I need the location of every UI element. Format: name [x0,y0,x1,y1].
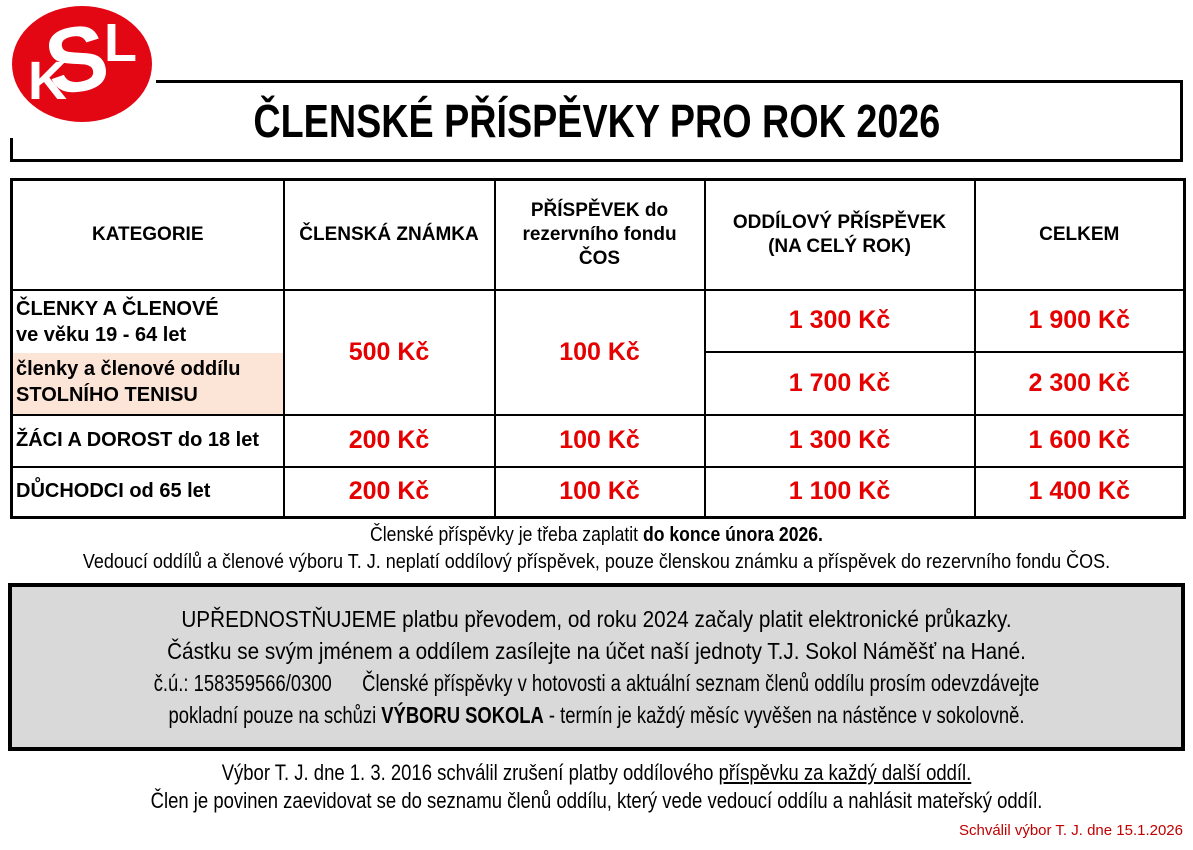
category-tenis-line1: členky a členové oddílu [16,357,241,380]
sokol-logo-emblem-icon: K L S [12,6,152,122]
adults-fond-value: 100 Kč [493,288,706,416]
table-row-adults: ČLENKY A ČLENOVÉ ve věku 19 - 64 let čle… [10,288,1186,416]
zaci-oddilovy-value: 1 300 Kč [703,413,976,468]
category-duchodci: DŮCHODCI od 65 let [10,465,285,519]
note-leaders: Vedoucí oddílů a členové výboru T. J. ne… [82,551,1111,573]
header-clenska-znamka: ČLENSKÁ ZNÁMKA [282,178,496,291]
tenis-oddilovy-value: 1 700 Kč [703,351,976,416]
fees-table: KATEGORIE ČLENSKÁ ZNÁMKA PŘÍSPĚVEK do re… [10,178,1186,519]
adults-celkem-value: 1 900 Kč [973,288,1186,353]
approved-note: Schválil výbor T. J. dne 15.1.2026 [958,822,1183,839]
header-celkem: CELKEM [973,178,1186,291]
payment-line-1: UPŘEDNOSTŇUJEME platbu převodem, od roku… [181,606,1012,632]
table-row-duchodci: DŮCHODCI od 65 let 200 Kč 100 Kč 1 100 K… [10,465,1186,519]
category-cell-adults: ČLENKY A ČLENOVÉ ve věku 19 - 64 let čle… [10,288,285,416]
sokol-logo: K L S [4,2,156,138]
duchodci-oddilovy-value: 1 100 Kč [703,465,976,519]
tenis-celkem-value: 2 300 Kč [973,351,1186,416]
table-row-tenis: 1 700 Kč 2 300 Kč [12,351,1186,416]
zaci-fond-value: 100 Kč [493,413,706,468]
footer-rule-1-text: Výbor T. J. dne 1. 3. 2016 schválil zruš… [221,760,719,785]
payment-line-2: Částku se svým jménem a oddílem zasílejt… [167,638,1026,664]
payment-line-4-pre: pokladní pouze na schůzi [168,702,382,728]
payment-line-4-bold: VÝBORU SOKOLA [381,702,544,728]
header-kategorie: KATEGORIE [10,178,285,291]
note-deadline-text: Členské příspěvky je třeba zaplatit [370,524,643,546]
duchodci-znamka-value: 200 Kč [282,465,496,519]
category-zaci: ŽÁCI A DOROST do 18 let [10,413,285,468]
account-number: č.ú.: 158359566/0300 [153,670,332,696]
note-deadline: Členské příspěvky je třeba zaplatit do k… [72,524,1122,547]
payment-line-4-post: - termín je každý měsíc vyvěšen na nástě… [543,702,1025,728]
payment-line-3-text: Členské příspěvky v hotovosti a aktuální… [362,670,1040,696]
zaci-celkem-value: 1 600 Kč [973,413,1186,468]
header-prispevek-fond: PŘÍSPĚVEK do rezervního fondu ČOS [493,178,706,291]
category-tenis-line2: STOLNÍHO TENISU [16,383,198,406]
duchodci-fond-value: 100 Kč [493,465,706,519]
title-box: ČLENSKÉ PŘÍSPĚVKY PRO ROK 2026 [10,80,1183,162]
category-adults-label: ČLENKY A ČLENOVÉ ve věku 19 - 64 let [13,291,283,353]
adults-oddilovy-value: 1 300 Kč [703,288,976,353]
payment-line-4: pokladní pouze na schůzi VÝBORU SOKOLA -… [129,699,1064,731]
footer-rule-2: Člen je povinen zaevidovat se do seznamu… [150,788,1043,813]
table-row-zaci: ŽÁCI A DOROST do 18 let 200 Kč 100 Kč 1 … [10,413,1186,468]
category-adults-line1: ČLENKY A ČLENOVÉ [16,297,219,320]
zaci-znamka-value: 200 Kč [282,413,496,468]
note-deadline-bold: do konce února 2026. [642,524,823,546]
payment-box: UPŘEDNOSTŇUJEME platbu převodem, od roku… [8,583,1185,751]
footer-rule-1: Výbor T. J. dne 1. 3. 2016 schválil zruš… [95,760,1097,786]
duchodci-celkem-value: 1 400 Kč [973,465,1186,519]
header-oddilovy-prispevek: ODDÍLOVÝ PŘÍSPĚVEK (NA CELÝ ROK) [703,178,976,291]
payment-line-3: č.ú.: 158359566/0300 Členské příspěvky v … [129,667,1064,699]
logo-letter-k: K [28,51,67,111]
adults-znamka-value: 500 Kč [282,288,496,416]
footer-rule-1-underline: příspěvku za každý další oddíl. [718,760,972,785]
page-title: ČLENSKÉ PŘÍSPĚVKY PRO ROK 2026 [253,95,940,147]
category-tenis-label: členky a členové oddílu STOLNÍHO TENISU [13,352,283,414]
category-adults-line2: ve věku 19 - 64 let [16,323,187,346]
table-header-row: KATEGORIE ČLENSKÁ ZNÁMKA PŘÍSPĚVEK do re… [10,178,1186,291]
logo-letter-l: L [104,13,137,73]
